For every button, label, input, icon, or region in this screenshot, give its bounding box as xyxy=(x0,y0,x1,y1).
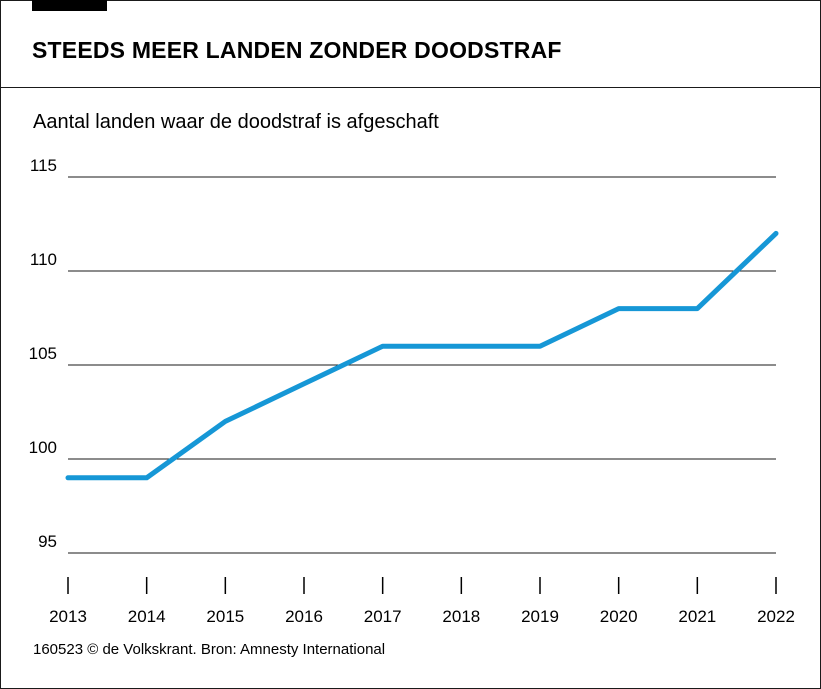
y-tick-label: 110 xyxy=(30,250,57,269)
x-tick-label: 2013 xyxy=(49,607,87,626)
x-tick-label: 2019 xyxy=(521,607,559,626)
x-tick-label: 2015 xyxy=(206,607,244,626)
source-note: 160523 © de Volkskrant. Bron: Amnesty In… xyxy=(33,641,386,658)
x-tick-label: 2016 xyxy=(285,607,323,626)
series-layer xyxy=(65,230,779,481)
x-tick-label: 2014 xyxy=(128,607,166,626)
series-line xyxy=(65,230,779,481)
chart-subtitle: Aantal landen waar de doodstraf is afges… xyxy=(33,111,439,133)
x-tick-label: 2017 xyxy=(364,607,402,626)
x-tick-label: 2018 xyxy=(442,607,480,626)
x-tick-label: 2020 xyxy=(600,607,638,626)
chart-title: STEEDS MEER LANDEN ZONDER DOODSTRAF xyxy=(32,37,562,63)
y-axis-tick-labels: 95 100 105 110 115 xyxy=(29,156,57,551)
y-tick-label: 105 xyxy=(29,344,57,363)
y-tick-label: 95 xyxy=(38,532,57,551)
gridlines xyxy=(68,176,776,554)
header-accent-bar xyxy=(32,0,107,11)
x-tick-label: 2022 xyxy=(757,607,795,626)
y-tick-label: 100 xyxy=(29,438,57,457)
header-divider xyxy=(0,87,821,88)
x-tick-label: 2021 xyxy=(678,607,716,626)
x-axis: 2013 2014 2015 2016 2017 2018 2019 2020 2021 2022 xyxy=(49,577,795,626)
y-tick-label: 115 xyxy=(30,156,57,175)
